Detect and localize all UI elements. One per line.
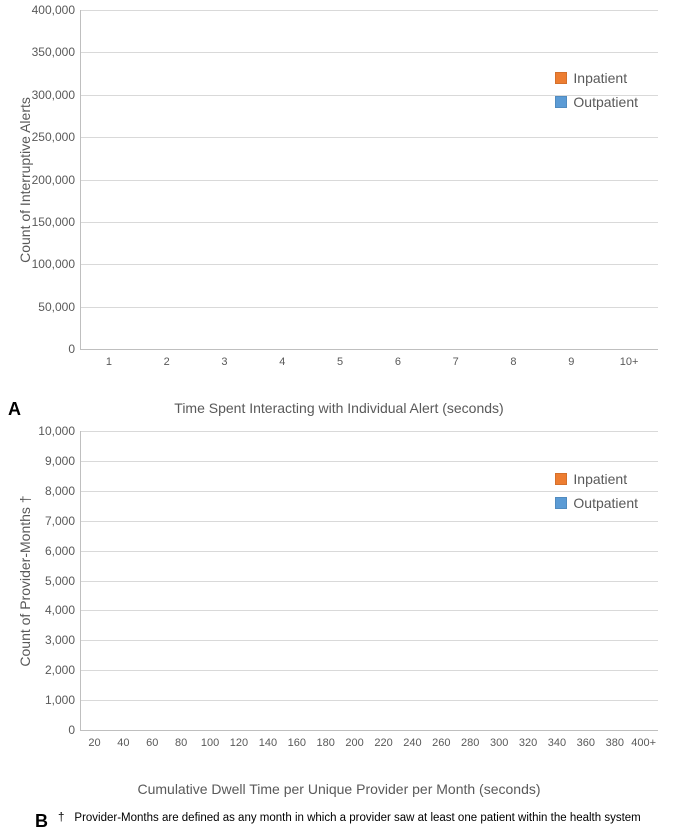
footnote: B † Provider-Months are defined as any m…: [35, 812, 668, 830]
ytick: 5,000: [45, 574, 81, 588]
chart-a-ylabel: Count of Interruptive Alerts: [17, 97, 33, 263]
xtick: 260: [432, 731, 450, 749]
chart-b-ylabel: Count of Provider-Months †: [17, 495, 33, 666]
xtick: 340: [548, 731, 566, 749]
ytick: 8,000: [45, 484, 81, 498]
xtick: 100: [201, 731, 219, 749]
xtick: 9: [568, 350, 574, 368]
xtick: 20: [88, 731, 100, 749]
ytick: 350,000: [32, 45, 81, 59]
ytick: 150,000: [32, 215, 81, 229]
legend-outpatient-label: Outpatient: [573, 94, 638, 110]
ytick: 4,000: [45, 603, 81, 617]
chart-b: 01,0002,0003,0004,0005,0006,0007,0008,00…: [10, 431, 668, 797]
xtick: 10+: [620, 350, 639, 368]
xtick: 380: [606, 731, 624, 749]
xtick: 200: [345, 731, 363, 749]
ytick: 400,000: [32, 3, 81, 17]
xtick: 400+: [631, 731, 656, 749]
xtick: 2: [164, 350, 170, 368]
footnote-symbol: †: [58, 812, 64, 824]
ytick: 100,000: [32, 257, 81, 271]
xtick: 280: [461, 731, 479, 749]
xtick: 140: [259, 731, 277, 749]
panel-b-label: B: [35, 812, 48, 830]
outpatient-swatch: [555, 497, 567, 509]
xtick: 4: [279, 350, 285, 368]
chart-b-xlabel: Cumulative Dwell Time per Unique Provide…: [10, 781, 668, 797]
footnote-text: Provider-Months are defined as any month…: [74, 812, 640, 824]
xtick: 80: [175, 731, 187, 749]
xtick: 220: [374, 731, 392, 749]
xtick: 240: [403, 731, 421, 749]
inpatient-swatch: [555, 72, 567, 84]
outpatient-swatch: [555, 96, 567, 108]
xtick: 3: [221, 350, 227, 368]
chart-a-legend: Inpatient Outpatient: [555, 70, 638, 118]
legend-outpatient-b: Outpatient: [555, 495, 638, 511]
chart-a: 050,000100,000150,000200,000250,000300,0…: [10, 10, 668, 416]
xtick: 1: [106, 350, 112, 368]
xtick: 6: [395, 350, 401, 368]
ytick: 3,000: [45, 633, 81, 647]
ytick: 6,000: [45, 544, 81, 558]
chart-b-legend: Inpatient Outpatient: [555, 471, 638, 519]
xtick: 180: [317, 731, 335, 749]
legend-inpatient-label: Inpatient: [573, 471, 627, 487]
inpatient-swatch: [555, 473, 567, 485]
xtick: 7: [453, 350, 459, 368]
legend-inpatient: Inpatient: [555, 70, 638, 86]
legend-outpatient-label: Outpatient: [573, 495, 638, 511]
xtick: 320: [519, 731, 537, 749]
xtick: 60: [146, 731, 158, 749]
ytick: 2,000: [45, 663, 81, 677]
ytick: 1,000: [45, 693, 81, 707]
xtick: 40: [117, 731, 129, 749]
chart-a-bars: 12345678910+: [80, 10, 658, 350]
xtick: 360: [577, 731, 595, 749]
chart-a-plot: 050,000100,000150,000200,000250,000300,0…: [80, 10, 658, 350]
ytick: 10,000: [38, 424, 81, 438]
chart-a-xlabel: Time Spent Interacting with Individual A…: [10, 400, 668, 416]
ytick: 250,000: [32, 130, 81, 144]
panel-a-label: A: [8, 399, 21, 420]
ytick: 200,000: [32, 173, 81, 187]
legend-inpatient-label: Inpatient: [573, 70, 627, 86]
xtick: 120: [230, 731, 248, 749]
xtick: 8: [510, 350, 516, 368]
xtick: 160: [288, 731, 306, 749]
legend-outpatient: Outpatient: [555, 94, 638, 110]
ytick: 9,000: [45, 454, 81, 468]
legend-inpatient-b: Inpatient: [555, 471, 638, 487]
ytick: 50,000: [38, 300, 81, 314]
xtick: 300: [490, 731, 508, 749]
ytick: 7,000: [45, 514, 81, 528]
ytick: 300,000: [32, 88, 81, 102]
xtick: 5: [337, 350, 343, 368]
chart-b-plot: 01,0002,0003,0004,0005,0006,0007,0008,00…: [80, 431, 658, 731]
